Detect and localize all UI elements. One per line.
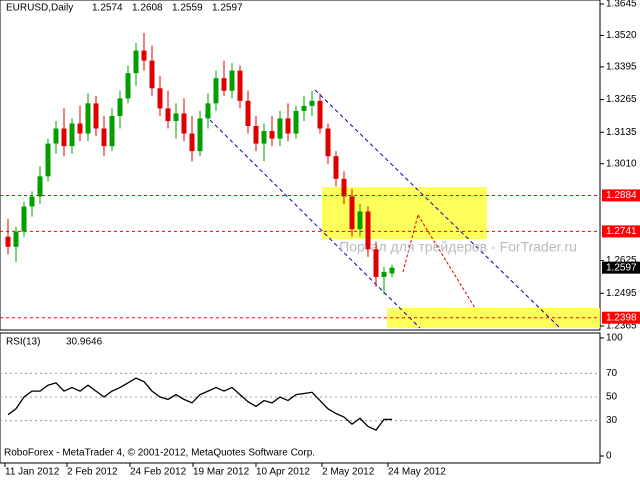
y-tick-label: 1.3010 [606, 158, 637, 169]
candle-body [381, 271, 387, 277]
candle-body [293, 110, 299, 134]
level-label-bg [602, 189, 640, 202]
candle-body [5, 236, 11, 247]
candle-body [141, 50, 147, 61]
candle-body [245, 100, 251, 127]
candle-body [101, 128, 107, 147]
channel-line [314, 89, 561, 329]
candle-body [69, 123, 75, 147]
candle-body [341, 178, 347, 197]
y-tick-label: 1.3135 [606, 127, 637, 138]
y-tick-label: 1.2365 [606, 321, 637, 332]
candle-body [165, 108, 171, 121]
y-tick-label: 1.2495 [606, 288, 637, 299]
rsi-title: RSI(13) [6, 337, 40, 348]
forecast-arrow [417, 214, 476, 309]
rsi-line [7, 377, 392, 431]
level-label: 1.2741 [606, 226, 637, 237]
y-tick-label: 1.3395 [606, 62, 637, 73]
header-value: 1.2608 [132, 3, 163, 14]
y-tick-label: 1.2625 [606, 255, 637, 266]
candle-body [61, 128, 67, 147]
candle-body [29, 196, 35, 207]
rsi-tick-label: 0 [606, 451, 612, 462]
candle-body [253, 126, 259, 144]
rsi-tick-label: 50 [606, 392, 618, 403]
candle-body [365, 211, 371, 250]
candle-body [221, 78, 227, 91]
candle-body [93, 103, 99, 129]
y-tick-label: 1.3265 [606, 94, 637, 105]
current-price: 1.2597 [606, 262, 637, 273]
candle-body [13, 231, 19, 247]
candle-body [189, 133, 195, 152]
price-label-bg [602, 261, 640, 274]
candle-body [373, 249, 379, 277]
footer: RoboForex - MetaTrader 4, © 2001-2012, M… [4, 448, 315, 459]
level-label-bg [602, 311, 640, 324]
rsi-pane [0, 332, 601, 464]
candle-body [229, 70, 235, 91]
rsi-tick-label: 30 [606, 415, 618, 426]
level-label-bg [602, 225, 640, 238]
candle-body [213, 78, 219, 104]
candle-body [109, 115, 115, 147]
candle-body [157, 88, 163, 109]
x-tick-label: 11 Jan 2012 [5, 467, 60, 478]
candle-body [269, 131, 275, 139]
candle-body [237, 70, 243, 101]
x-tick-label: 10 Apr 2012 [256, 467, 310, 478]
header-value: 1.2597 [212, 3, 243, 14]
x-tick-label: 2 Feb 2012 [67, 467, 118, 478]
candle-body [133, 50, 139, 74]
candle-body [333, 156, 339, 179]
candle-body [45, 143, 51, 177]
rsi-last: 30.9646 [66, 337, 103, 348]
candle-body [117, 98, 123, 116]
header-value: 1.2574 [92, 3, 123, 14]
candle-body [21, 206, 27, 232]
x-tick-label: 2 May 2012 [322, 467, 375, 478]
x-tick-label: 24 Feb 2012 [130, 467, 187, 478]
candle-body [125, 73, 131, 99]
candle-body [85, 103, 91, 134]
candle-body [53, 128, 59, 144]
candle-body [205, 103, 211, 119]
candle-body [349, 196, 355, 230]
candle-body [261, 131, 267, 144]
y-tick-label: 1.3520 [606, 30, 637, 41]
level-label: 1.2884 [606, 190, 637, 201]
candle-body [149, 60, 155, 89]
y-tick-label: 1.3645 [606, 0, 637, 10]
candle-body [357, 211, 363, 230]
candle-body [37, 176, 43, 197]
chart-title: EURUSD,Daily [6, 3, 73, 14]
candle-body [389, 267, 395, 274]
header-value: 1.2559 [172, 3, 203, 14]
x-tick-label: 19 Mar 2012 [193, 467, 250, 478]
candle-body [309, 100, 315, 106]
candle-body [173, 113, 179, 121]
candle-body [197, 118, 203, 152]
candle-body [77, 123, 83, 134]
rsi-tick-label: 100 [606, 333, 623, 344]
main-pane [0, 0, 601, 331]
candle-body [317, 100, 323, 129]
x-tick-label: 24 May 2012 [388, 467, 446, 478]
candle-body [181, 113, 187, 134]
candle-body [301, 105, 307, 111]
candle-body [325, 128, 331, 157]
rsi-tick-label: 70 [606, 368, 618, 379]
candle-body [277, 118, 283, 139]
watermark: Портал для трейдеров - ForTrader.ru [339, 239, 577, 255]
candle-body [285, 118, 291, 134]
level-label: 1.2398 [606, 312, 637, 323]
